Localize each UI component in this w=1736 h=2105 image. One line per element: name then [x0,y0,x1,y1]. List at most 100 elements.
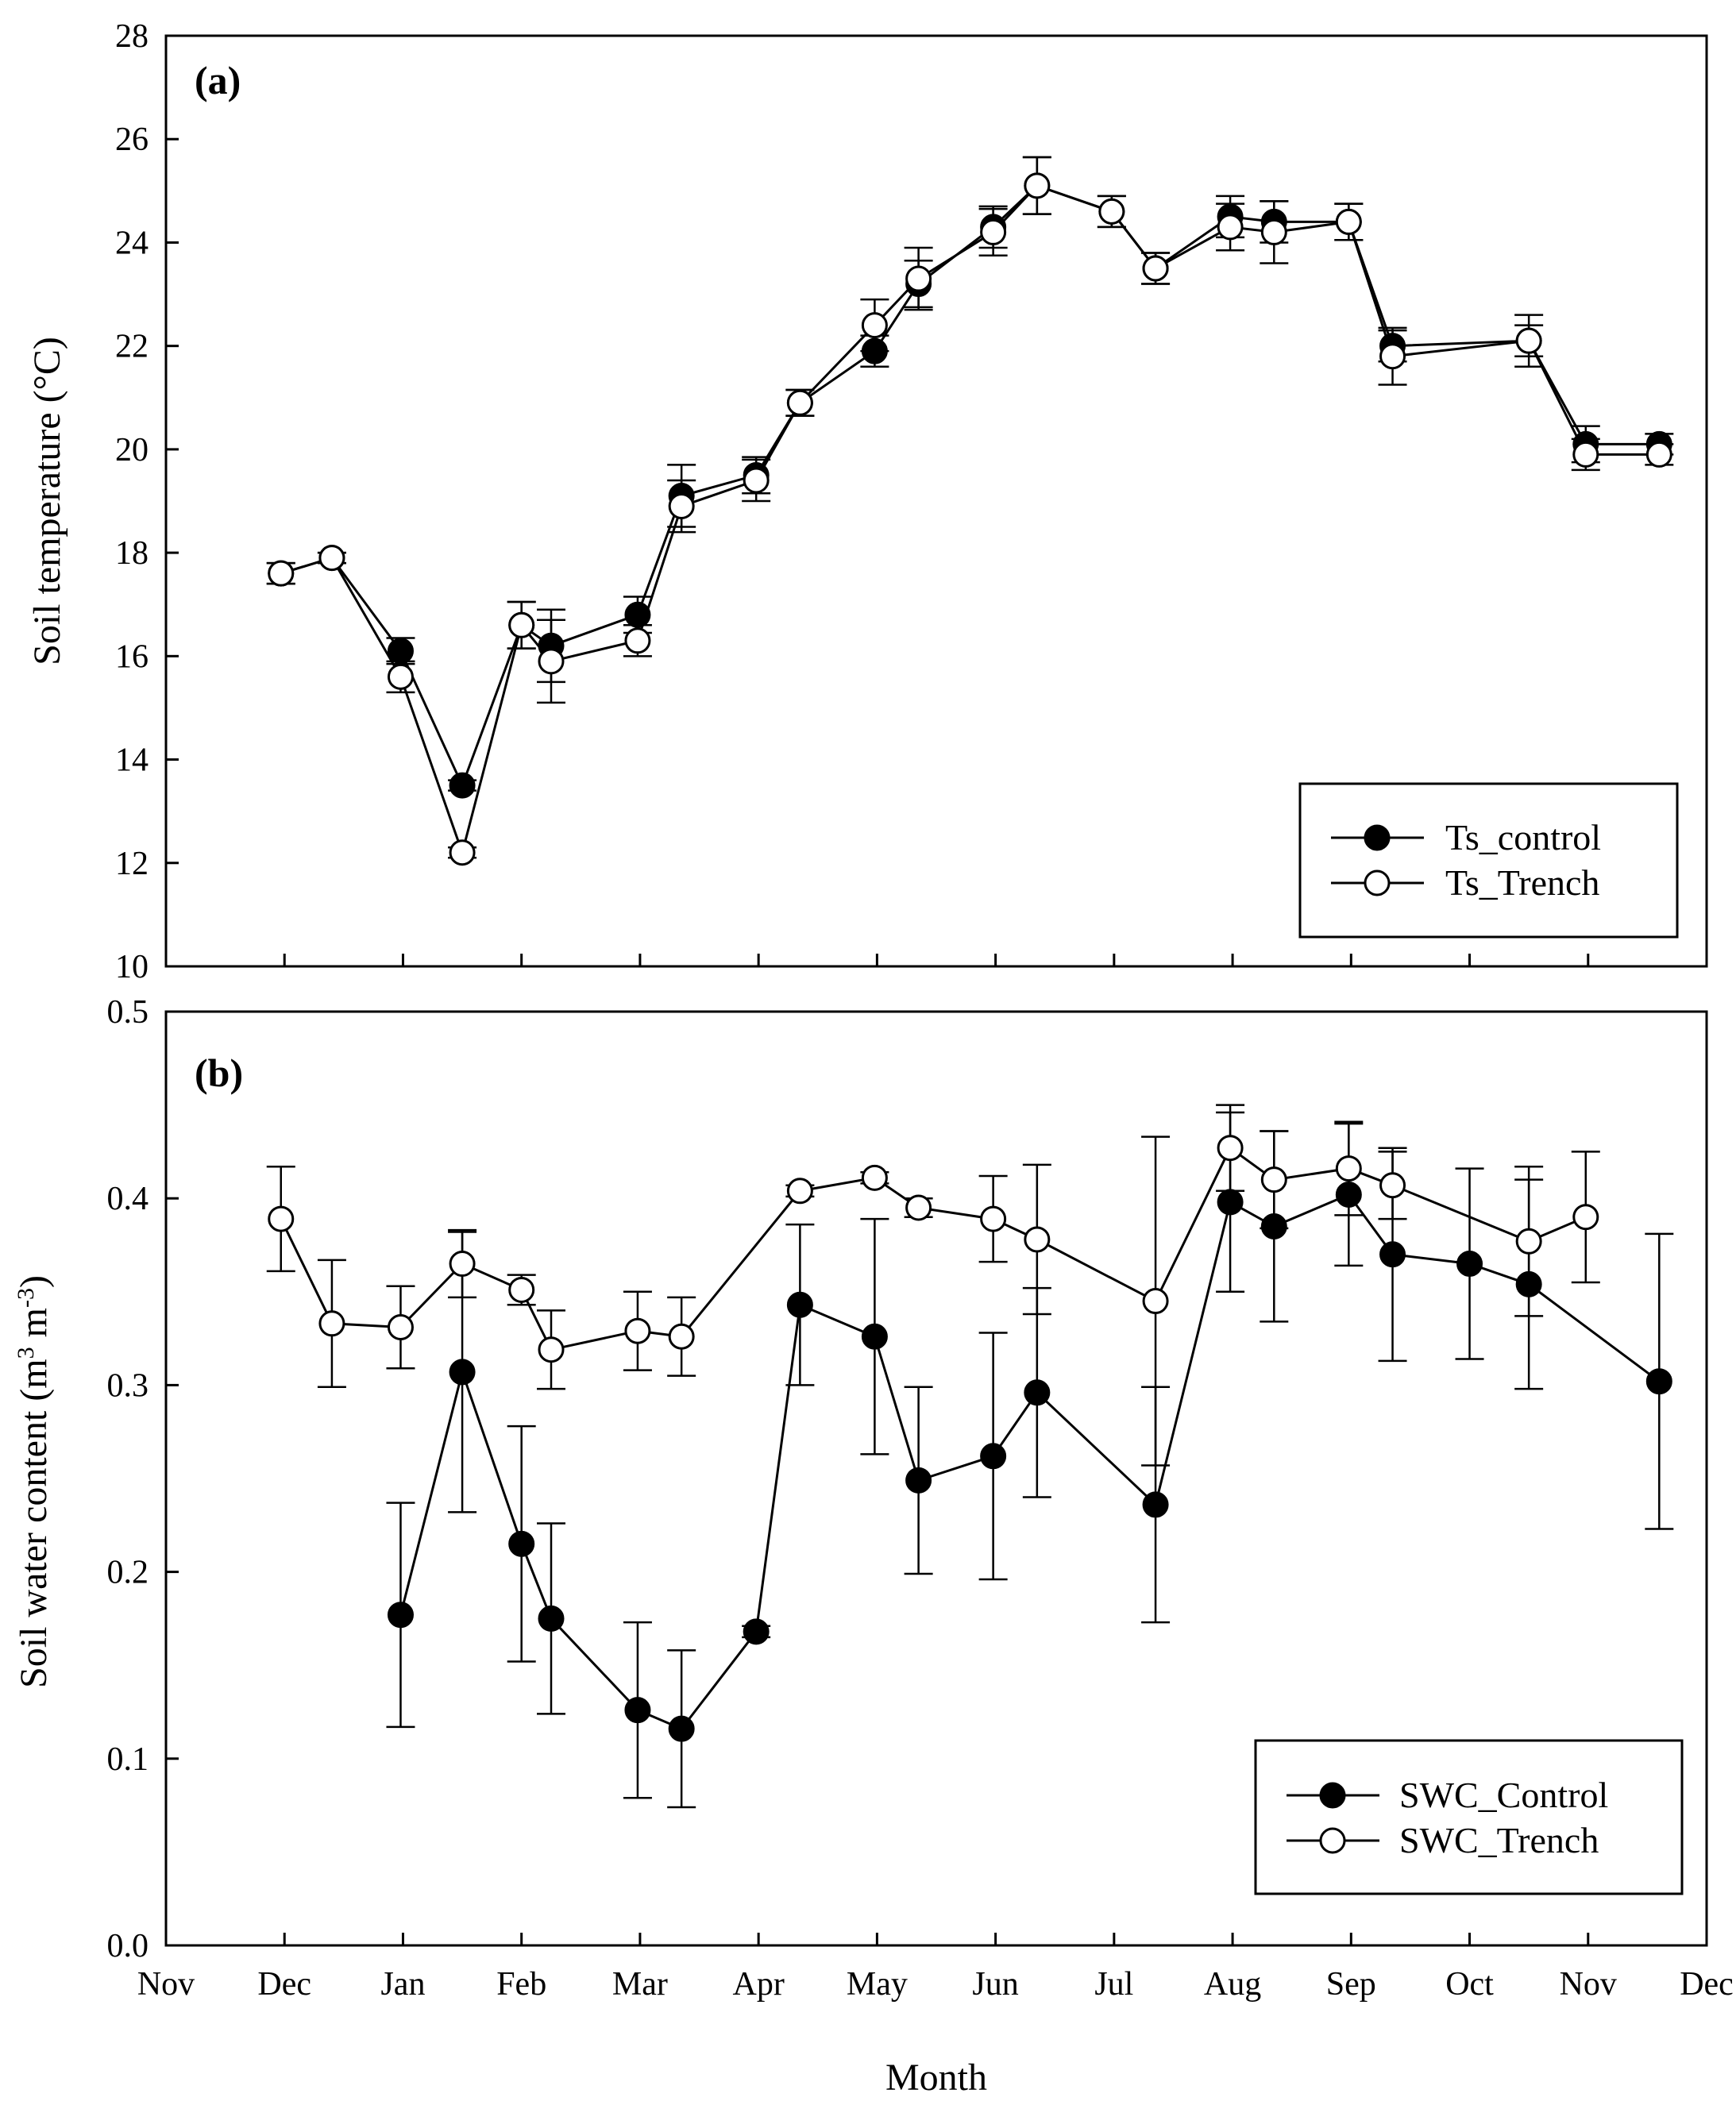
data-point [624,1697,651,1724]
data-point [387,638,414,665]
data-point [786,1291,813,1318]
data-point [1217,214,1244,241]
data-point [1142,1288,1169,1315]
panel-b-label: (b) [195,1051,243,1095]
panel-a-soil-temperature: 10 12 14 16 18 20 22 24 26 28 (a) Soil temperatur… [26,18,1708,985]
data-point [1024,1379,1051,1406]
data-point [387,663,414,690]
legend-b-trench-marker [1319,1827,1346,1854]
data-point [1024,1226,1051,1253]
y-tick-label: 16 [115,638,149,675]
data-point [668,493,695,520]
data-point [1098,198,1125,225]
x-tick-label: Jun [972,1966,1018,2003]
legend-b-control-label: SWC_Control [1399,1775,1608,1815]
data-point [387,1602,414,1629]
x-tick-label: Jul [1094,1966,1133,2003]
y-tick-label: 10 [115,949,149,985]
data-point [786,1178,813,1205]
data-point [1515,327,1542,354]
data-point [1217,1135,1244,1162]
series-Ts_control [266,156,1674,799]
data-point [1142,1491,1169,1518]
series-SWC_Trench [266,1104,1600,1467]
data-point [538,648,565,675]
data-point [1379,1172,1406,1199]
data-point [1515,1228,1542,1255]
y-tick-label: 0.5 [107,994,149,1031]
y-tick-label: 26 [115,121,149,158]
x-tick-label: May [847,1966,908,2003]
data-point [861,1323,888,1350]
data-point [743,1618,770,1645]
data-point [1645,441,1672,468]
panel-a-y-axis-title: Soil temperature (°C) [26,337,68,665]
series-SWC_Control [386,1111,1674,1809]
data-point [449,1359,476,1386]
data-point [668,1715,695,1742]
series-line [280,184,1660,857]
panel-a-legend-box [1298,782,1679,939]
data-point [668,1323,695,1350]
data-point [318,1310,345,1337]
panel-a-plot-frame [164,34,1708,968]
data-point [980,1205,1007,1232]
data-point [1217,1189,1244,1216]
y-tick-label: 0.4 [107,1181,149,1217]
panel-a-series [266,156,1674,866]
x-tick-label: Dec [1680,1966,1734,2003]
x-tick-label: Mar [612,1966,668,2003]
data-point [268,1205,295,1232]
series-Ts_Trench [266,156,1674,866]
x-tick-label: Oct [1445,1966,1494,2003]
data-point [1456,1251,1483,1278]
data-point [624,627,651,654]
data-point [508,1530,535,1557]
y-tick-label: 22 [115,329,149,365]
data-point [508,1276,535,1303]
data-point [905,1194,932,1221]
panel-b-plot-frame [164,1010,1708,1947]
legend-b-control-marker [1319,1782,1346,1809]
y-tick-label: 20 [115,432,149,468]
y-tick-label: 18 [115,535,149,572]
panel-a-label: (a) [195,58,241,102]
data-point [449,1251,476,1278]
data-point [905,265,932,292]
series-line [280,184,1660,789]
x-tick-label: Nov [137,1966,195,2003]
panel-b-soil-water-content: 0.0 0.1 0.2 0.3 0.4 0.5 Nov Dec Jan Feb Mar Apr May… [13,994,1734,2099]
legend-a-trench-label: Ts_Trench [1445,862,1599,903]
panel-b-y-axis-title: Soil water content (m3 m-3) [13,1275,56,1688]
legend-a-control-label: Ts_control [1445,817,1601,858]
panel-a-legend: Ts_control Ts_Trench [1298,782,1679,939]
data-point [980,1443,1007,1470]
data-point [318,545,345,572]
panel-b-series [266,1104,1674,1809]
data-point [743,467,770,494]
x-tick-label: Aug [1204,1966,1261,2003]
x-tick-label: Dec [257,1966,311,2003]
data-point [1379,343,1406,370]
data-point [449,772,476,799]
data-point [1335,1155,1362,1182]
x-tick-label: Nov [1560,1966,1617,2003]
panel-a-y-ticks: 10 12 14 16 18 20 22 24 26 28 [115,18,179,985]
data-point [268,560,295,587]
y-tick-label: 0.1 [107,1741,149,1778]
y-tick-label: 14 [115,742,149,779]
data-point [387,1313,414,1340]
x-tick-label: Jan [380,1966,425,2003]
data-point [624,1317,651,1344]
data-point [1260,218,1287,245]
data-point [1260,1166,1287,1193]
x-tick-label: Feb [496,1966,546,2003]
panel-b-legend-box [1254,1739,1684,1895]
data-point [1335,208,1362,235]
y-tick-label: 0.0 [107,1928,149,1964]
data-point [1572,1204,1599,1231]
panel-b-legend: SWC_Control SWC_Trench [1254,1739,1684,1895]
data-point [449,839,476,866]
legend-a-control-marker [1364,824,1391,851]
